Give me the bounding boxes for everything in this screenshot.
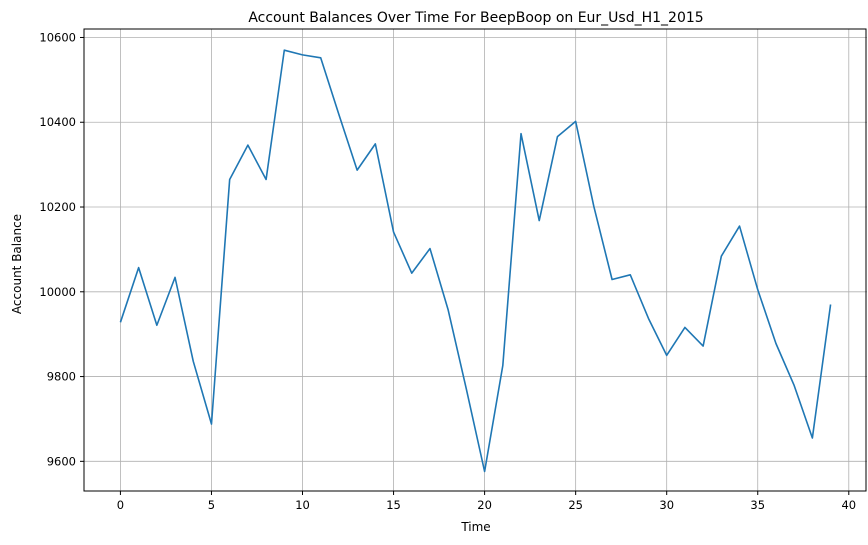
y-tick-label: 10400 xyxy=(39,115,76,129)
x-tick-label: 35 xyxy=(750,498,765,512)
y-tick-label: 10000 xyxy=(39,285,76,299)
y-tick-label: 9800 xyxy=(47,370,76,384)
x-axis-label: Time xyxy=(460,520,490,534)
tick-labels: 0 5 10 15 20 25 30 35 40 9600 9800 10000 10200 10400 1… xyxy=(39,30,856,512)
series-line xyxy=(119,49,832,473)
x-tick-label: 5 xyxy=(208,498,215,512)
x-tick-label: 10 xyxy=(295,498,310,512)
y-tick-label: 10200 xyxy=(39,200,76,214)
y-tick-label: 10600 xyxy=(39,30,76,44)
x-tick-label: 40 xyxy=(841,498,856,512)
axes xyxy=(80,28,867,495)
x-tick-label: 20 xyxy=(477,498,492,512)
x-tick-label: 25 xyxy=(568,498,583,512)
x-tick-label: 0 xyxy=(117,498,124,512)
chart-title: Account Balances Over Time For BeepBoop … xyxy=(248,10,703,26)
x-tick-label: 15 xyxy=(386,498,401,512)
y-tick-label: 9600 xyxy=(47,454,76,468)
data-series xyxy=(119,49,832,473)
plot-frame xyxy=(83,28,867,492)
x-tick-label: 30 xyxy=(659,498,674,512)
y-axis-label: Account Balance xyxy=(10,214,24,314)
